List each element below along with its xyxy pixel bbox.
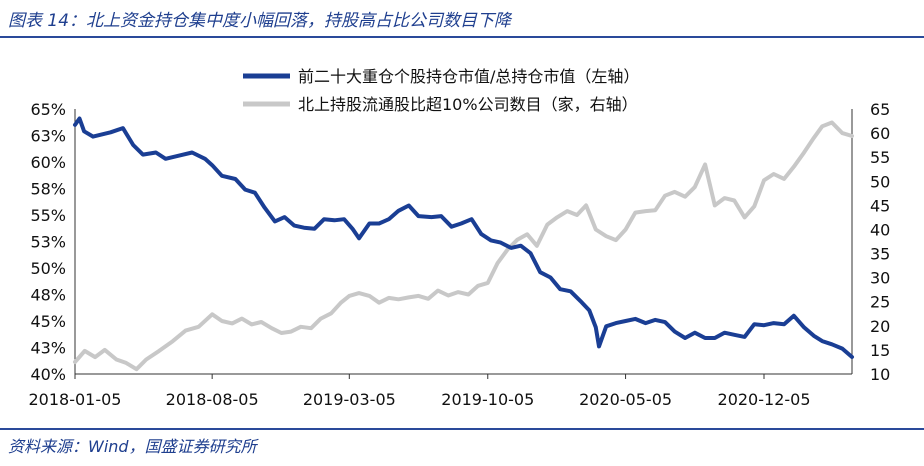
title-rule: [0, 36, 924, 38]
left-tick-label: 48%: [30, 286, 66, 305]
right-axis-ticks: 10 15 20 25 30 35 40 45 50 55 60 65: [870, 100, 890, 384]
source-note: 资料来源：Wind，国盛证券研究所: [8, 437, 257, 456]
left-tick-label: 50%: [30, 259, 66, 278]
left-tick-label: 43%: [30, 339, 66, 358]
x-tick-label: 2020-12-05: [718, 390, 811, 409]
right-tick-label: 30: [870, 269, 890, 288]
right-tick-label: 60: [870, 124, 890, 143]
right-tick-label: 15: [870, 341, 890, 360]
right-tick-label: 65: [870, 100, 890, 119]
right-tick-label: 10: [870, 365, 890, 384]
right-tick-label: 55: [870, 148, 890, 167]
source-rule: [0, 428, 924, 430]
legend-label-top20-share: 前二十大重仓个股持仓市值/总持仓市值（左轴）: [298, 67, 639, 86]
x-tick-label: 2018-08-05: [166, 390, 259, 409]
left-tick-label: 40%: [30, 365, 66, 384]
x-axis-ticks: 2018-01-05 2018-08-05 2019-03-05 2019-10-05…: [29, 374, 811, 409]
left-tick-label: 58%: [30, 180, 66, 199]
legend-label-north-holdings-count: 北上持股流通股比超10%公司数目（家，右轴）: [298, 95, 638, 114]
right-tick-label: 20: [870, 317, 890, 336]
x-tick-label: 2020-05-05: [579, 390, 672, 409]
left-axis-ticks: 40% 43% 45% 48% 50% 53% 55% 58% 60% 63% 65%: [30, 100, 66, 384]
x-tick-label: 2018-01-05: [29, 390, 122, 409]
legend: 前二十大重仓个股持仓市值/总持仓市值（左轴） 北上持股流通股比超10%公司数目（…: [243, 67, 639, 114]
right-tick-label: 50: [870, 172, 890, 191]
right-tick-label: 40: [870, 220, 890, 239]
right-tick-label: 45: [870, 196, 890, 215]
series-top20-share-line: [73, 116, 854, 359]
x-tick-label: 2019-03-05: [303, 390, 396, 409]
left-tick-label: 53%: [30, 233, 66, 252]
x-tick-label: 2019-10-05: [441, 390, 534, 409]
series-north-holdings-count-line: [73, 120, 854, 372]
figure-title: 图表 14：北上资金持仓集中度小幅回落，持股高占比公司数目下降: [8, 11, 512, 31]
left-tick-label: 55%: [30, 206, 66, 225]
left-tick-label: 63%: [30, 127, 66, 146]
right-tick-label: 35: [870, 245, 890, 264]
chart: 40% 43% 45% 48% 50% 53% 55% 58% 60% 63% 65% 10 15 20…: [29, 67, 891, 409]
left-tick-label: 45%: [30, 312, 66, 331]
right-tick-label: 25: [870, 293, 890, 312]
left-tick-label: 65%: [30, 100, 66, 119]
left-tick-label: 60%: [30, 153, 66, 172]
